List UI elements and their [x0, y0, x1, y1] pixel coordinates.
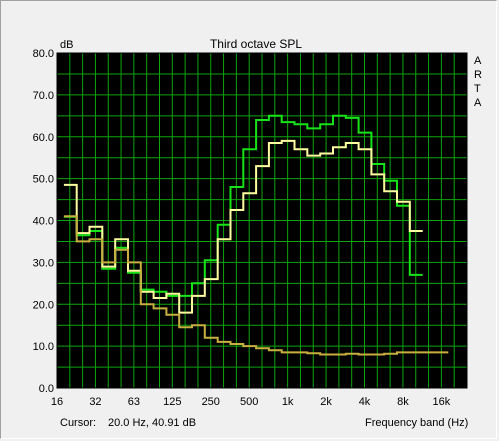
y-tick-label: 70.0: [33, 90, 54, 102]
x-tick-label: 1k: [282, 396, 294, 408]
y-tick-label: 0.0: [39, 383, 54, 395]
plot-border: [56, 52, 468, 389]
y-tick-label: 10.0: [33, 341, 54, 353]
y-tick-label: 80.0: [33, 48, 54, 60]
x-tick-label: 2k: [320, 396, 332, 408]
watermark-letter: R: [474, 69, 482, 81]
y-tick-label: 40.0: [33, 216, 54, 228]
x-axis-ticks: 16 32 63 125 250 500 1k 2k 4k 8k 16k: [51, 396, 451, 408]
series-2-line: [63, 215, 449, 356]
watermark-letter: A: [474, 55, 482, 67]
y-tick-label: 60.0: [33, 132, 54, 144]
chart-title: Third octave SPL: [210, 37, 302, 51]
plot-series: [63, 114, 449, 356]
y-axis-unit-label: dB: [60, 39, 73, 51]
watermark-letter: T: [474, 83, 481, 95]
x-tick-label: 16: [51, 396, 63, 408]
y-tick-label: 30.0: [33, 257, 54, 269]
cursor-readout: 20.0 Hz, 40.91 dB: [108, 417, 197, 429]
y-tick-label: 50.0: [33, 174, 54, 186]
x-axis-caption: Frequency band (Hz): [365, 417, 469, 429]
watermark-letter: A: [474, 97, 482, 109]
series-1-line: [63, 139, 423, 314]
y-tick-label: 20.0: [33, 299, 54, 311]
x-tick-label: 250: [202, 396, 220, 408]
x-tick-label: 63: [128, 396, 140, 408]
x-tick-label: 32: [89, 396, 101, 408]
x-tick-label: 4k: [359, 396, 371, 408]
cursor-label: Cursor:: [60, 417, 97, 429]
plot-grid: [56, 52, 468, 389]
x-tick-label: 8k: [397, 396, 409, 408]
y-axis-ticks: 0.0 10.0 20.0 30.0 40.0 50.0 60.0 70.0 80.0: [33, 48, 54, 395]
x-tick-label: 500: [240, 396, 258, 408]
x-tick-label: 16k: [433, 396, 451, 408]
x-tick-label: 125: [163, 396, 181, 408]
